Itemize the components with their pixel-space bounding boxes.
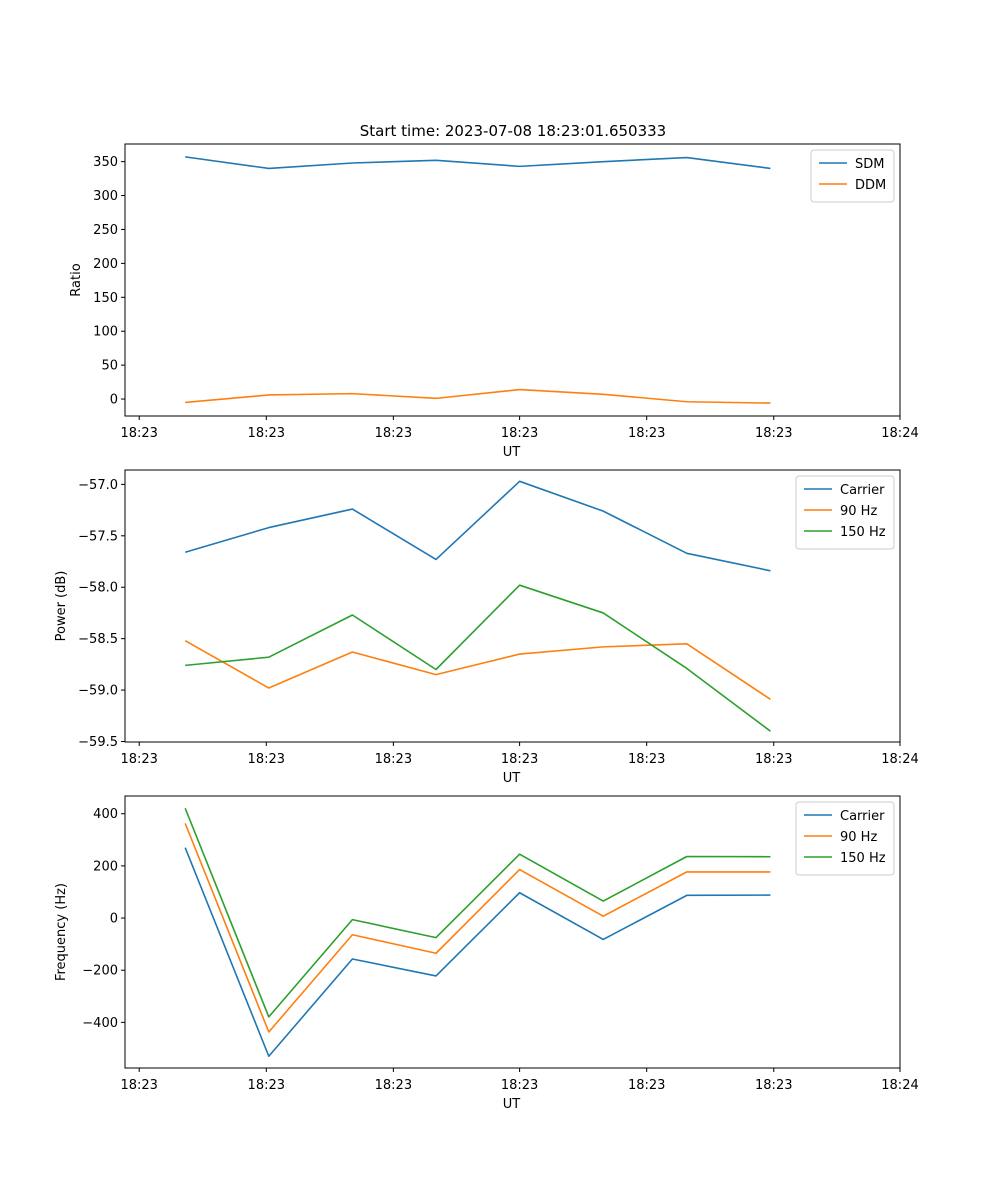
power-y-tick-label: −59.0 [78,684,118,699]
ratio-y-tick-label: 250 [93,223,118,238]
ratio-chart-panel: 0 50 100 150 200 250 300 350 18:23 18:23 18:23 18:2… [69,143,919,460]
ratio-series-ddm-line [185,388,771,404]
frequency-chart-panel: 400 200 0 −200 −400 18:23 18:23 18:23 18:23 18:23… [54,795,919,1112]
frequency-axes-frame [124,795,901,1069]
ratio-y-tick-label: 150 [93,291,118,306]
frequency-y-axis-label: Frequency (Hz) [54,883,69,981]
ratio-y-tick-label: 100 [93,325,118,340]
power-legend-label: Carrier [840,483,885,498]
ratio-x-tick-label: 18:23 [120,426,157,441]
power-x-tick-label: 18:23 [120,752,157,767]
frequency-y-tick-label: 200 [93,859,118,874]
ratio-x-tick-label: 18:23 [501,426,538,441]
power-x-tick-label: 18:23 [375,752,412,767]
ratio-y-tick-label: 0 [110,393,118,408]
power-y-tick-label: −57.5 [78,529,118,544]
ratio-x-tick-label: 18:23 [628,426,665,441]
power-y-axis-label: Power (dB) [54,571,69,642]
power-series-150-hz-line [185,584,771,732]
ratio-x-tick-label: 18:23 [755,426,792,441]
frequency-x-axis-label: UT [503,1097,521,1112]
ratio-x-tick-label: 18:23 [375,426,412,441]
frequency-y-tick-label: −200 [82,964,118,979]
power-y-tick-label: −59.5 [78,735,118,750]
ratio-series-sdm-line [185,156,771,170]
figure-title: Start time: 2023-07-08 18:23:01.650333 [360,122,666,140]
power-x-tick-label: 18:23 [501,752,538,767]
power-legend-label: 150 Hz [840,525,886,540]
power-axes-frame [124,469,901,743]
frequency-series-150-hz-line [184,807,771,1018]
ratio-x-tick-label: 18:23 [248,426,285,441]
power-series-carrier-line [184,480,771,572]
frequency-y-tick-label: 0 [110,912,118,927]
ratio-y-tick-label: 50 [101,359,118,374]
ratio-legend-label: SDM [855,157,884,172]
frequency-x-tick-label: 18:24 [881,1078,918,1093]
frequency-x-tick-label: 18:23 [375,1078,412,1093]
frequency-legend-label: 150 Hz [840,851,886,866]
ratio-y-tick-label: 350 [93,155,118,170]
ratio-y-tick-label: 300 [93,189,118,204]
power-x-tick-label: 18:24 [881,752,918,767]
frequency-y-tick-label: −400 [82,1016,118,1031]
power-y-tick-label: −58.5 [78,632,118,647]
ratio-y-tick-label: 200 [93,257,118,272]
ratio-x-axis-label: UT [503,445,521,460]
frequency-x-tick-label: 18:23 [248,1078,285,1093]
frequency-x-tick-label: 18:23 [501,1078,538,1093]
frequency-legend-label: Carrier [840,809,885,824]
power-chart-panel: −57.0−57.5−58.0−58.5−59.0−59.518:23 18:23… [54,469,919,786]
frequency-x-tick-label: 18:23 [120,1078,157,1093]
power-x-tick-label: 18:23 [628,752,665,767]
power-x-tick-label: 18:23 [248,752,285,767]
ratio-axes-frame [124,143,901,417]
power-x-tick-label: 18:23 [755,752,792,767]
power-series-90-hz-line [184,640,771,700]
power-x-axis-label: UT [503,771,521,786]
power-legend-label: 90 Hz [840,504,877,519]
ratio-y-axis-label: Ratio [69,263,84,296]
ratio-x-tick-label: 18:24 [881,426,918,441]
frequency-series-90-hz-line [184,823,771,1033]
frequency-legend-label: 90 Hz [840,830,877,845]
frequency-y-tick-label: 400 [93,807,118,822]
frequency-series-carrier-line [184,847,771,1058]
frequency-x-tick-label: 18:23 [628,1078,665,1093]
power-y-tick-label: −58.0 [78,581,118,596]
ratio-legend-label: DDM [855,178,886,193]
power-y-tick-label: −57.0 [78,478,118,493]
frequency-x-tick-label: 18:23 [755,1078,792,1093]
